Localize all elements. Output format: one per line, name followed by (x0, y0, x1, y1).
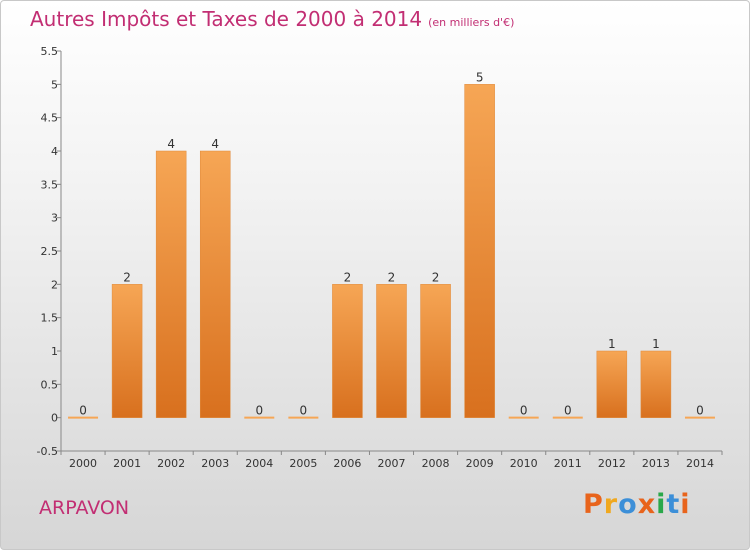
x-tick-label: 2012 (598, 457, 626, 470)
x-tick-label: 2002 (157, 457, 185, 470)
y-tick-label: 1.5 (41, 312, 59, 325)
x-tick-label: 2000 (69, 457, 97, 470)
chart-subtitle: (en milliers d'€) (428, 16, 515, 29)
data-label: 5 (476, 70, 484, 84)
x-tick-label: 2007 (378, 457, 406, 470)
y-tick-label: 5 (51, 78, 58, 91)
x-tick-label: 2013 (642, 457, 670, 470)
data-label: 1 (652, 337, 660, 351)
y-tick-label: 2.5 (41, 245, 59, 258)
logo-letter: i (680, 489, 691, 520)
x-tick-label: 2003 (201, 457, 229, 470)
data-label: 0 (79, 404, 87, 418)
x-tick-label: 2001 (113, 457, 141, 470)
y-tick-label: 4 (51, 145, 58, 158)
title-row: Autres Impôts et Taxes de 2000 à 2014 (en… (30, 7, 514, 31)
y-tick-label: -0.5 (37, 445, 58, 458)
commune-name: ARPAVON (39, 497, 130, 519)
x-tick-label: 2008 (422, 457, 450, 470)
data-label: 0 (696, 404, 704, 418)
bar (199, 150, 231, 418)
y-tick-label: 4.5 (41, 112, 59, 125)
data-label: 4 (167, 137, 175, 151)
x-tick-label: 2005 (289, 457, 317, 470)
chart-title: Autres Impôts et Taxes de 2000 à 2014 (30, 7, 423, 31)
logo-letter: t (666, 489, 681, 520)
data-label: 0 (255, 404, 263, 418)
bar (155, 150, 187, 418)
x-tick-label: 2014 (686, 457, 714, 470)
data-label: 1 (608, 337, 616, 351)
bar (464, 84, 495, 418)
x-tick-label: 2006 (333, 457, 361, 470)
data-label: 2 (432, 270, 440, 284)
logo-letter: i (656, 489, 667, 520)
data-label: 0 (300, 404, 308, 418)
y-tick-label: 0.5 (41, 378, 59, 391)
y-tick-label: 5.5 (41, 45, 59, 58)
x-tick-label: 2011 (554, 457, 582, 470)
x-tick-label: 2004 (245, 457, 273, 470)
bar (640, 350, 672, 418)
logo-letter: r (603, 489, 619, 520)
data-label: 2 (123, 270, 131, 284)
data-label: 0 (520, 404, 528, 418)
proxiti-logo[interactable]: Proxiti (583, 489, 691, 520)
y-tick-label: 3.5 (41, 178, 59, 191)
x-tick-label: 2010 (510, 457, 538, 470)
y-tick-label: 2 (51, 278, 58, 291)
bar (420, 284, 451, 418)
y-tick-label: 3 (51, 212, 58, 225)
logo-letter: o (618, 489, 638, 520)
logo-letter: x (637, 489, 657, 520)
bar (596, 350, 628, 418)
y-tick-label: 0 (51, 412, 58, 425)
bar (111, 284, 143, 418)
data-label: 2 (388, 270, 396, 284)
data-label: 0 (564, 404, 572, 418)
bar (376, 284, 407, 418)
data-label: 2 (344, 270, 352, 284)
x-tick-label: 2009 (466, 457, 494, 470)
logo-letter: P (583, 489, 604, 520)
bars: 0 2 4 4 0 0 2 2 2 5 0 0 1 1 0 (68, 70, 715, 419)
data-label: 4 (211, 137, 219, 151)
bar (332, 284, 363, 418)
y-tick-label: 1 (51, 345, 58, 358)
